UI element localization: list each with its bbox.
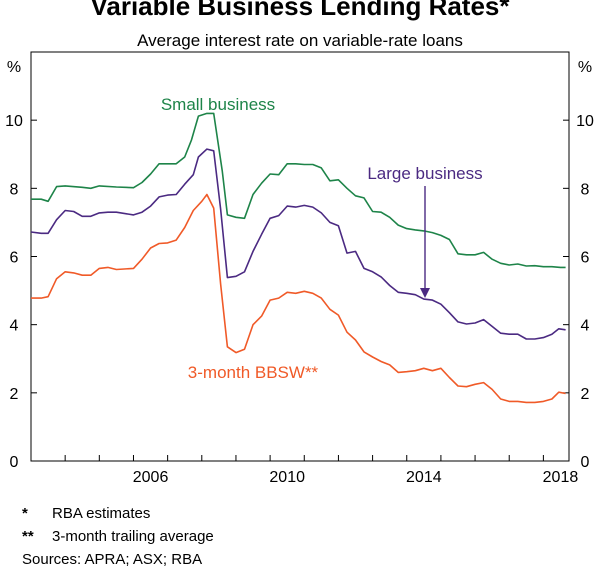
y-tick-label-left: 2 [10,386,19,403]
chart-subtitle: Average interest rate on variable-rate l… [137,31,463,50]
annotation-labels: Small business Large business 3-month BBSW… [161,95,483,382]
y-tick-label-right: 10 [576,113,594,130]
series-line-0 [31,112,566,269]
y-unit-left: % [7,59,21,76]
y-unit-right: % [578,59,592,76]
y-tick-label-right: 6 [581,250,590,267]
y-tick-label-right: 2 [581,386,590,403]
large-business-arrow-head [420,288,430,298]
y-tick-label-left: 10 [5,113,23,130]
series-line-1 [30,148,566,340]
y-tick-label-right: 4 [581,318,590,335]
footnote-1-mark: * [22,505,28,522]
footnote-2-text: 3-month trailing average [52,528,214,545]
x-tick-label: 2010 [269,469,305,486]
y-tick-label-right: 8 [581,181,590,198]
footnote-2: ** 3-month trailing average [22,528,214,545]
y-tick-label-left: 8 [10,181,19,198]
series-line-2 [31,193,566,404]
x-tick-label: 2018 [543,469,579,486]
series-label-0: Small business [161,95,275,114]
series-label-1: Large business [367,164,482,183]
y-tick-label-left: 0 [10,454,19,471]
y-tick-label-left: 6 [10,250,19,267]
sources-note: Sources: APRA; ASX; RBA [22,551,203,568]
series-label-2: 3-month BBSW** [188,363,319,382]
x-tick-label: 2006 [133,469,169,486]
x-tick-label: 2014 [406,469,442,486]
series-lines [30,112,566,404]
y-tick-label-right: 0 [581,454,590,471]
axis-ticks: % % 0 0 2 2 4 4 6 6 8 8 10 10 2006 2010 2014 2018 [5,59,594,486]
footnote-1-text: RBA estimates [52,505,151,522]
footnote-2-mark: ** [22,528,34,545]
chart-title: Variable Business Lending Rates* [90,0,510,21]
y-tick-label-left: 4 [10,318,19,335]
footnote-1: * RBA estimates [22,505,150,522]
